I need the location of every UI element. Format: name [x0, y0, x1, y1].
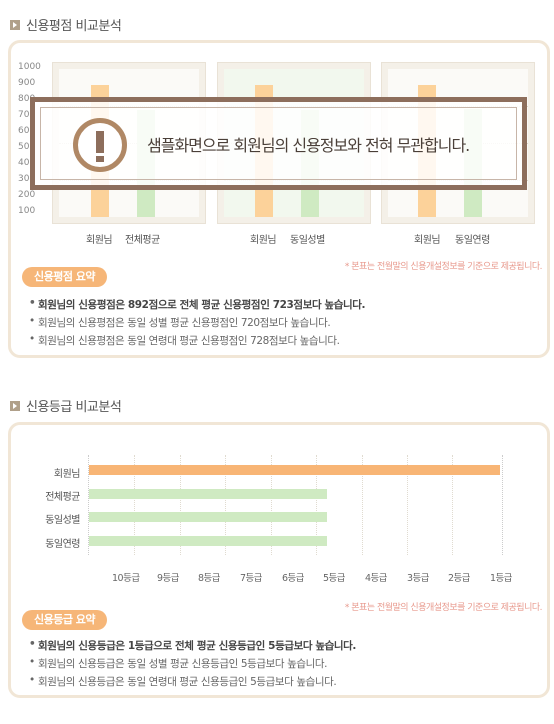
gridline [270, 455, 272, 555]
grade-footnote: * 본표는 전월말의 신용개설정보를 기준으로 제공됩니다. [344, 603, 543, 613]
x-label-member: 회원님 [250, 235, 277, 246]
y-tick: 200 [18, 190, 36, 200]
grade-label-member: 회원님 [53, 469, 81, 480]
y-tick: 1000 [18, 62, 41, 72]
grade-summary-item: 회원님의 신용등급은 동일 연령대 평균 신용등급인 5등급보다 높습니다. [29, 674, 337, 689]
gridline [316, 455, 318, 555]
section-bullet-icon [10, 400, 20, 411]
y-tick: 800 [18, 94, 36, 104]
x-tick: 6등급 [282, 573, 305, 584]
score-summary-item: 회원님의 신용평점은 동일 성별 평균 신용평점인 720점보다 높습니다. [29, 315, 331, 330]
grade-bar-age [89, 536, 327, 546]
score-summary-item: 회원님의 신용평점은 동일 연령대 평균 신용평점인 728점보다 높습니다. [29, 333, 340, 348]
score-footnote: * 본표는 전월말의 신용개설정보를 기준으로 제공됩니다. [344, 262, 543, 272]
y-tick: 700 [18, 110, 36, 120]
x-tick: 9등급 [157, 573, 180, 584]
section-bullet-icon [10, 19, 20, 30]
x-label-age-average: 동일연령 [455, 235, 490, 246]
gridline [361, 455, 363, 555]
x-tick: 1등급 [490, 573, 513, 584]
gridline [407, 455, 408, 555]
x-tick: 4등급 [365, 573, 388, 584]
gridline [179, 455, 181, 555]
x-label-gender-average: 동일성별 [290, 235, 325, 246]
x-tick: 7등급 [240, 573, 263, 584]
grade-label-total: 전체평균 [45, 492, 80, 503]
grade-summary-item: 회원님의 신용등급은 1등급으로 전체 평균 신용등급인 5등급보다 높습니다. [29, 638, 356, 653]
grade-bar-gender [89, 512, 327, 522]
grade-bar-member [89, 465, 500, 475]
exclamation-icon [73, 118, 127, 172]
x-label-total-average: 전체평균 [125, 235, 160, 246]
exclamation-bar [96, 131, 104, 153]
score-y-axis: 1000 900 800 700 600 500 400 300 200 100 [18, 60, 48, 230]
x-label-member: 회원님 [86, 235, 113, 246]
gridline [134, 455, 136, 555]
grade-label-gender: 동일성별 [45, 515, 80, 526]
x-label-member: 회원님 [414, 235, 441, 246]
x-tick: 3등급 [407, 573, 430, 584]
grade-section-header: 신용등급 비교분석 [10, 396, 122, 415]
sample-notice-text: 샘플화면으로 회원님의 신용정보와 전혀 무관합니다. [147, 136, 470, 155]
score-summary-item: 회원님의 신용평점은 892점으로 전체 평균 신용평점인 723점보다 높습니… [29, 297, 365, 312]
x-tick: 10등급 [112, 573, 140, 584]
score-section-header: 신용평점 비교분석 [10, 15, 122, 34]
grade-label-age: 동일연령 [45, 539, 80, 550]
x-tick: 8등급 [198, 573, 221, 584]
y-tick: 100 [18, 206, 36, 216]
score-summary-badge: 신용평점 요약 [22, 267, 108, 287]
score-section-title: 신용평점 비교분석 [26, 19, 122, 34]
x-tick: 5등급 [323, 573, 346, 584]
grade-section-title: 신용등급 비교분석 [26, 400, 122, 415]
exclamation-dot [96, 156, 104, 162]
grade-summary-badge: 신용등급 요약 [22, 610, 108, 630]
y-tick: 900 [18, 78, 36, 88]
overlay-inner-frame [40, 107, 517, 180]
y-tick: 400 [18, 158, 36, 168]
sample-notice-overlay: 샘플화면으로 회원님의 신용정보와 전혀 무관합니다. [30, 97, 527, 190]
y-tick: 300 [18, 174, 36, 184]
x-tick: 2등급 [448, 573, 471, 584]
y-tick: 600 [18, 126, 36, 136]
gridline [225, 455, 227, 555]
y-tick: 500 [18, 142, 36, 152]
grade-bar-total [89, 489, 327, 499]
grade-chart [88, 455, 503, 555]
grade-summary-item: 회원님의 신용등급은 동일 성별 평균 신용등급인 5등급보다 높습니다. [29, 656, 327, 671]
gridline [452, 455, 454, 555]
